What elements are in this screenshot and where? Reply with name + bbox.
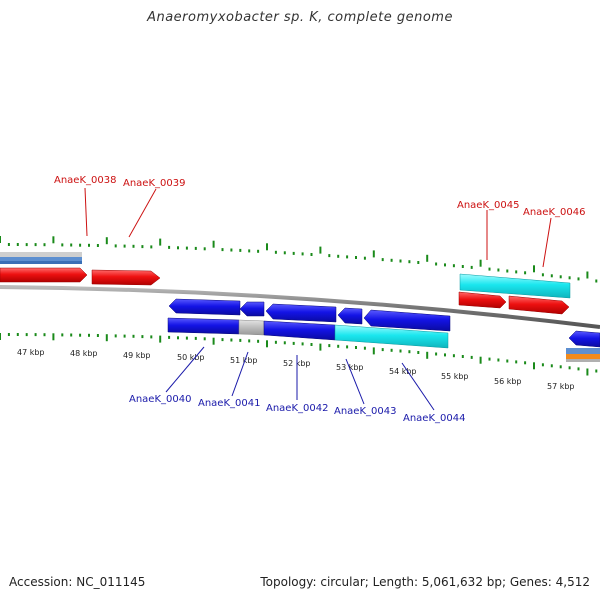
gene-label-AnaeK_0038[interactable]: AnaeK_0038 [54, 175, 116, 186]
gene-AnaeK_0038-arrow[interactable] [0, 267, 88, 283]
gene-label-AnaeK_0040[interactable]: AnaeK_0040 [129, 394, 191, 405]
gene-AnaeK_0043-arrow[interactable] [337, 307, 363, 325]
gene-AnaeK_0039-arrow[interactable] [91, 269, 161, 286]
gene-label-AnaeK_0044[interactable]: AnaeK_0044 [403, 413, 465, 424]
forward-strand-genes [0, 267, 571, 315]
tick-label: 55 kbp [441, 372, 469, 381]
tick-label: 54 kbp [389, 367, 417, 376]
gene-AnaeK_0044-arrow[interactable] [363, 309, 451, 332]
gene-AnaeK_0041-arrow[interactable] [239, 301, 265, 317]
accession-text: Accession: NC_011145 [9, 575, 146, 589]
gene-label-AnaeK_0042[interactable]: AnaeK_0042 [266, 403, 328, 414]
forward-gene-callouts: AnaeK_0038 AnaeK_0039 AnaeK_0045 AnaeK_0… [54, 175, 585, 268]
gene-AnaeK_0040-bar[interactable] [167, 317, 240, 335]
right-edge-tracks [566, 330, 600, 362]
tick-label: 56 kbp [494, 377, 522, 386]
gene-label-AnaeK_0046[interactable]: AnaeK_0046 [523, 207, 585, 218]
gene-AnaeK_0042-arrow[interactable] [265, 303, 337, 323]
tick-label: 50 kbp [177, 353, 205, 362]
reverse-gene-callouts: AnaeK_0040 AnaeK_0041 AnaeK_0042 AnaeK_0… [129, 346, 465, 424]
gene-label-AnaeK_0039[interactable]: AnaeK_0039 [123, 178, 185, 189]
map-title: Anaeromyxobacter sp. K, complete genome [147, 10, 453, 25]
tick-label: 57 kbp [547, 382, 575, 391]
reverse-strand-genes-row2 [167, 317, 449, 349]
gene-AnaeK_0046-arrow[interactable] [508, 295, 570, 315]
lower-tick-ring [0, 333, 598, 376]
gene-AnaeK_0041-bar[interactable] [238, 319, 265, 336]
gene-label-AnaeK_0043[interactable]: AnaeK_0043 [334, 406, 396, 417]
gene-label-AnaeK_0041[interactable]: AnaeK_0041 [198, 398, 260, 409]
reverse-strand-genes-row1 [168, 298, 451, 332]
tick-label: 51 kbp [230, 356, 258, 365]
gene-AnaeK_0043-bar[interactable] [334, 324, 449, 349]
left-edge-tracks [0, 252, 82, 264]
gene-label-AnaeK_0045[interactable]: AnaeK_0045 [457, 200, 519, 211]
gene-AnaeK_0042-bar[interactable] [263, 320, 336, 341]
gene-AnaeK_0040-arrow[interactable] [168, 298, 241, 316]
genome-summary-text: Topology: circular; Length: 5,061,632 bp… [260, 575, 590, 589]
gene-AnaeK_0045-lower-arrow[interactable] [458, 291, 507, 309]
tick-labels: 47 kbp 48 kbp 49 kbp 50 kbp 51 kbp 52 kb… [17, 348, 575, 391]
gene-AnaeK_0045-arrow[interactable] [459, 273, 571, 299]
tick-label: 48 kbp [70, 349, 98, 358]
tick-label: 49 kbp [123, 351, 151, 360]
gene-right-edge-arrow[interactable] [568, 330, 600, 348]
genome-backbone [0, 285, 600, 329]
tick-label: 47 kbp [17, 348, 45, 357]
upper-tick-ring [0, 236, 598, 283]
